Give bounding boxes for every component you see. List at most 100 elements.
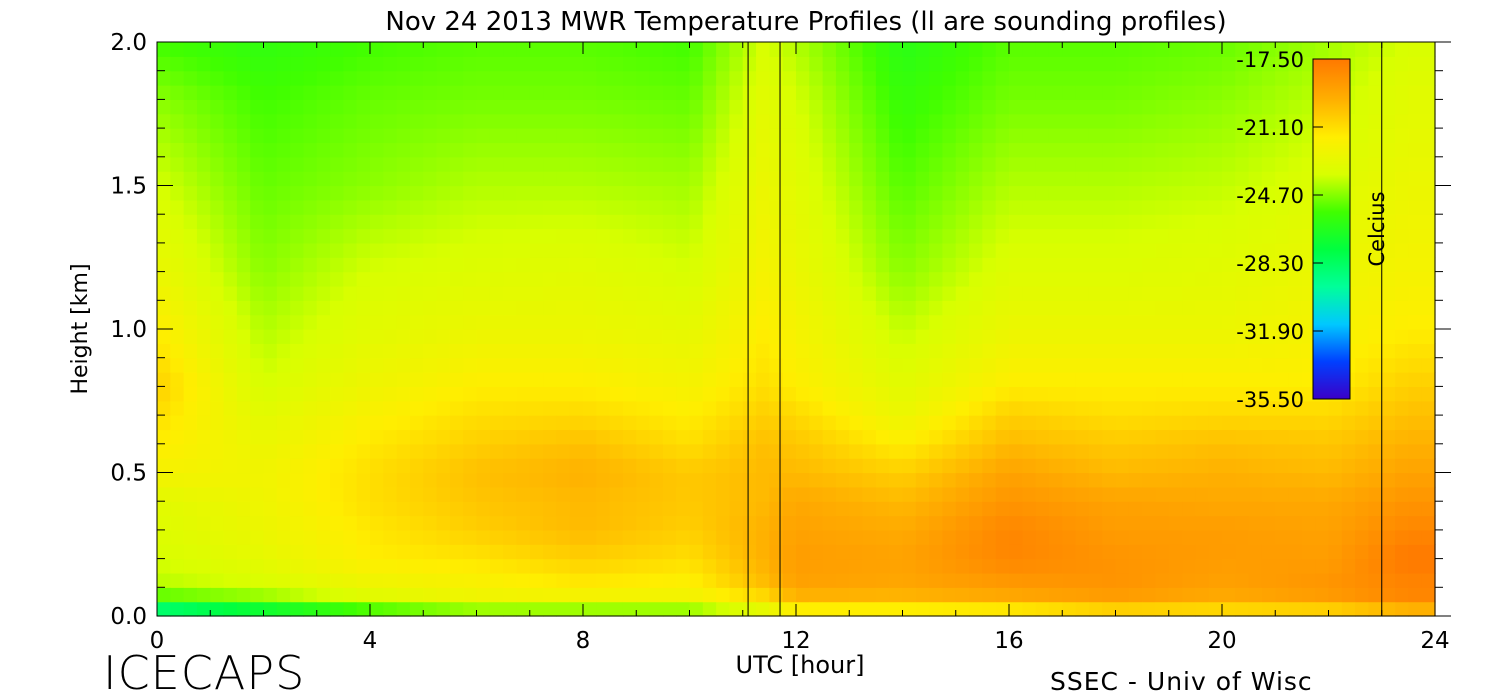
heatmap-cell <box>1395 271 1409 287</box>
heatmap-cell <box>622 271 637 287</box>
heatmap-cell <box>370 214 384 230</box>
heatmap-cell <box>516 156 531 172</box>
heatmap-cell <box>609 386 624 402</box>
heatmap-cell <box>210 529 225 545</box>
heatmap-cell <box>423 300 438 316</box>
heatmap-cell <box>676 587 691 603</box>
heatmap-cell <box>1208 56 1223 72</box>
heatmap-cell <box>929 314 944 330</box>
heatmap-cell <box>862 242 877 258</box>
heatmap-cell <box>489 501 504 517</box>
heatmap-cell <box>157 400 171 416</box>
heatmap-cell <box>396 601 411 617</box>
heatmap-cell <box>742 185 757 201</box>
heatmap-cell <box>1408 343 1423 359</box>
heatmap-cell <box>370 329 384 344</box>
heatmap-cell <box>809 128 824 144</box>
heatmap-cell <box>370 529 384 545</box>
heatmap-cell <box>942 257 957 273</box>
heatmap-cell <box>489 572 504 588</box>
heatmap-cell <box>1421 314 1436 330</box>
heatmap-cell <box>1301 601 1316 617</box>
heatmap-cell <box>516 271 531 287</box>
heatmap-cell <box>822 214 837 230</box>
heatmap-cell <box>1368 142 1383 158</box>
heatmap-cell <box>729 472 744 488</box>
heatmap-cell <box>902 142 917 158</box>
heatmap-cell <box>157 185 171 201</box>
heatmap-cell <box>170 228 185 244</box>
heatmap-cell <box>729 587 744 603</box>
heatmap-cell <box>689 429 704 445</box>
heatmap-cell <box>756 601 770 617</box>
heatmap-cell <box>1341 601 1356 617</box>
heatmap-cell <box>875 56 890 72</box>
heatmap-cell <box>756 329 770 344</box>
heatmap-cell <box>756 285 770 301</box>
heatmap-cell <box>1395 472 1409 488</box>
heatmap-cell <box>1235 458 1250 474</box>
heatmap-cell <box>649 314 664 330</box>
heatmap-cell <box>716 486 731 502</box>
heatmap-cell <box>716 56 731 72</box>
heatmap-cell <box>1035 429 1050 445</box>
heatmap-cell <box>436 386 451 402</box>
heatmap-cell <box>849 128 864 144</box>
heatmap-cell <box>1395 515 1409 531</box>
heatmap-cell <box>942 42 957 57</box>
heatmap-cell <box>183 142 198 158</box>
heatmap-cell <box>250 171 265 187</box>
heatmap-cell <box>1142 472 1157 488</box>
heatmap-cell <box>1381 544 1396 560</box>
heatmap-cell <box>396 214 411 230</box>
heatmap-cell <box>835 314 850 330</box>
heatmap-cell <box>809 558 824 574</box>
heatmap-cell <box>649 501 664 517</box>
heatmap-cell <box>1168 285 1183 301</box>
heatmap-cell <box>223 372 238 387</box>
heatmap-cell <box>1115 343 1130 359</box>
heatmap-cell <box>503 142 518 158</box>
heatmap-cell <box>1142 515 1157 531</box>
heatmap-cell <box>889 171 904 187</box>
heatmap-cell <box>929 486 944 502</box>
heatmap-cell <box>889 113 904 129</box>
heatmap-cell <box>316 142 331 158</box>
heatmap-cell <box>1368 386 1383 402</box>
heatmap-cell <box>796 501 810 517</box>
heatmap-cell <box>436 372 451 387</box>
heatmap-cell <box>290 443 305 459</box>
heatmap-cell <box>1421 601 1436 617</box>
heatmap-cell <box>236 99 251 115</box>
heatmap-cell <box>676 486 691 502</box>
heatmap-cell <box>1115 285 1130 301</box>
heatmap-cell <box>556 257 571 273</box>
heatmap-cell <box>942 128 957 144</box>
heatmap-cell <box>409 329 424 344</box>
heatmap-cell <box>543 501 557 517</box>
heatmap-cell <box>1048 85 1063 100</box>
heatmap-cell <box>915 386 930 402</box>
heatmap-cell <box>929 242 944 258</box>
heatmap-cell <box>583 257 597 273</box>
heatmap-cell <box>1182 400 1196 416</box>
heatmap-cell <box>942 85 957 100</box>
heatmap-cell <box>290 544 305 560</box>
heatmap-cell <box>1155 415 1170 431</box>
heatmap-cell <box>463 242 478 258</box>
heatmap-cell <box>196 70 211 86</box>
heatmap-cell <box>1235 572 1250 588</box>
heatmap-cell <box>1288 329 1303 344</box>
heatmap-cell <box>995 242 1010 258</box>
heatmap-cell <box>569 314 584 330</box>
heatmap-cell <box>995 228 1010 244</box>
heatmap-cell <box>290 113 305 129</box>
heatmap-cell <box>622 515 637 531</box>
heatmap-cell <box>702 372 717 387</box>
heatmap-cell <box>702 458 717 474</box>
heatmap-cell <box>1128 343 1143 359</box>
heatmap-cell <box>556 242 571 258</box>
heatmap-cell <box>609 228 624 244</box>
heatmap-cell <box>210 70 225 86</box>
heatmap-cell <box>343 357 358 373</box>
